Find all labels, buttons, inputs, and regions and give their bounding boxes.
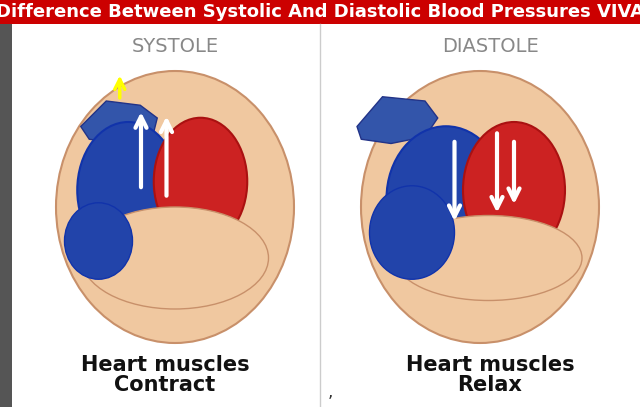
Text: Difference Between Systolic And Diastolic Blood Pressures VIVA: Difference Between Systolic And Diastoli… [0,3,640,21]
Text: Heart muscles: Heart muscles [406,355,574,375]
Ellipse shape [463,122,565,258]
Text: ,: , [327,383,333,401]
Ellipse shape [81,207,269,309]
Ellipse shape [65,203,132,279]
FancyBboxPatch shape [0,24,12,407]
Polygon shape [81,101,157,144]
Ellipse shape [369,186,454,279]
Ellipse shape [154,118,247,245]
Text: Contract: Contract [115,375,216,395]
Text: DIASTOLE: DIASTOLE [442,37,538,57]
Ellipse shape [361,71,599,343]
Ellipse shape [77,122,179,258]
Ellipse shape [56,71,294,343]
Ellipse shape [395,215,582,300]
Ellipse shape [387,126,506,271]
Text: SYSTOLE: SYSTOLE [131,37,219,57]
Text: Heart muscles: Heart muscles [81,355,250,375]
FancyBboxPatch shape [0,0,640,24]
Polygon shape [357,97,438,144]
Text: Relax: Relax [458,375,522,395]
